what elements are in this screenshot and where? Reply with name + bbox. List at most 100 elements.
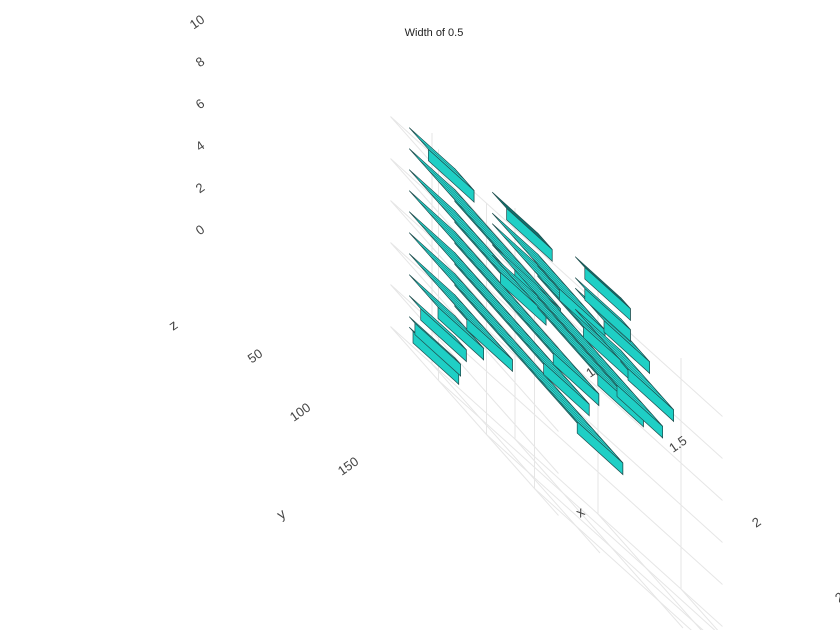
bar-top-face [574, 308, 674, 411]
y-tick-label: 50 [245, 346, 265, 367]
bar-segment-line [517, 354, 564, 397]
bar-segment-line [458, 288, 505, 330]
bar-segment-line [437, 285, 484, 328]
bar-segment-line [505, 319, 551, 362]
grid-line [390, 284, 723, 585]
bar-segment-line [428, 233, 475, 275]
bar-segment-line [428, 212, 475, 254]
bar-segment-line [428, 296, 475, 338]
bar-segment-line [511, 234, 558, 277]
bar-segment-line [524, 320, 571, 362]
bar-segment-line [485, 297, 532, 340]
bar-segment-line [568, 341, 615, 383]
bar [408, 232, 624, 476]
bar-segment-line [567, 410, 614, 452]
bar-top-face [408, 295, 467, 351]
bar-segment-line [437, 180, 484, 223]
grid-line [390, 326, 723, 627]
bar [574, 256, 631, 322]
bar-segment-line [418, 138, 465, 180]
bar [408, 295, 467, 363]
bar-segment-line [418, 201, 465, 243]
bar-segment-line [537, 376, 584, 419]
bar-segment-line [557, 399, 604, 441]
bar-segment-line [511, 266, 558, 308]
bar-segment-line [547, 388, 594, 430]
bar-segment-line [418, 159, 465, 201]
bar-top-face [574, 277, 631, 330]
bar-segment-line [540, 266, 586, 309]
bar-segment-line [549, 277, 596, 320]
bar-segment-line [549, 319, 596, 362]
bar-segment-line [439, 203, 486, 246]
z-tick-label: 8 [193, 54, 208, 70]
bar-segment-line [437, 222, 484, 265]
bar-segment-line [559, 330, 606, 373]
z-axis-label: z [166, 316, 181, 333]
bar [574, 277, 631, 343]
bar-segment-line [476, 287, 523, 329]
bar-segment-line [429, 192, 476, 234]
bar-segment-line [520, 276, 567, 319]
bar-segment-line [533, 330, 580, 373]
bar-segment-line [495, 245, 542, 288]
bar-segment-line [585, 320, 632, 363]
bar-segment-line [520, 245, 567, 287]
bar-segment-line [485, 234, 532, 277]
grid-line [680, 358, 719, 630]
bar-segment-line [447, 296, 494, 339]
bar-segment-line [527, 365, 574, 408]
bar-top-face [408, 148, 561, 309]
bar-segment-line [478, 310, 525, 352]
bar-segment-line [559, 320, 606, 362]
bar-segment-line [457, 265, 503, 308]
bar-segment-line [511, 276, 558, 319]
bar-segment-line [428, 170, 475, 212]
chart-title: Width of 0.5 [405, 27, 464, 39]
bar-segment-line [524, 341, 571, 383]
bar [408, 211, 590, 417]
bar-segment-line [533, 351, 580, 394]
bar-segment-line [606, 344, 653, 387]
bar-segment-line [438, 265, 485, 308]
bar-segment-line [419, 180, 466, 223]
bar-segment-line [501, 223, 548, 266]
bar-segment-line [530, 298, 577, 340]
bar-segment-line [502, 234, 549, 277]
bar-segment-line [428, 254, 475, 297]
bar-segment-line [428, 275, 475, 317]
bar-top-face [408, 316, 461, 365]
bar-segment-line [495, 308, 542, 351]
bar-segment-line [437, 243, 484, 286]
bar [408, 127, 475, 203]
bar-segment-line [447, 191, 494, 234]
bar-segment-line [485, 276, 532, 319]
z-tick-label: 4 [193, 138, 208, 154]
z-tick-label: 0 [193, 222, 208, 238]
bar-end-face [576, 420, 624, 476]
bar-segment-line [457, 307, 503, 350]
bar-segment-line [507, 343, 554, 386]
bar-segment-line [578, 341, 625, 384]
z-tick-label: 2 [193, 180, 208, 196]
bar-segment-line [540, 308, 586, 351]
bar-segment-line [466, 213, 513, 255]
x-tick-label: 2 [749, 514, 764, 530]
bar-top-face [491, 191, 553, 250]
bar [408, 316, 461, 377]
bar-segment-line [530, 287, 577, 330]
bar-top-face [574, 256, 631, 309]
bar-segment-line [520, 287, 567, 329]
z-tick-label: 6 [193, 96, 208, 112]
z-tick-label: 10 [187, 12, 207, 33]
bar [491, 191, 553, 263]
bar-segment-line [448, 276, 495, 319]
bar [408, 274, 484, 361]
bar [491, 244, 663, 439]
bar-segment-line [530, 256, 577, 298]
bar-segment-line [607, 374, 654, 416]
bar-segment-line [549, 309, 596, 351]
bar-segment-line [449, 215, 496, 257]
bar-segment-line [588, 352, 634, 395]
